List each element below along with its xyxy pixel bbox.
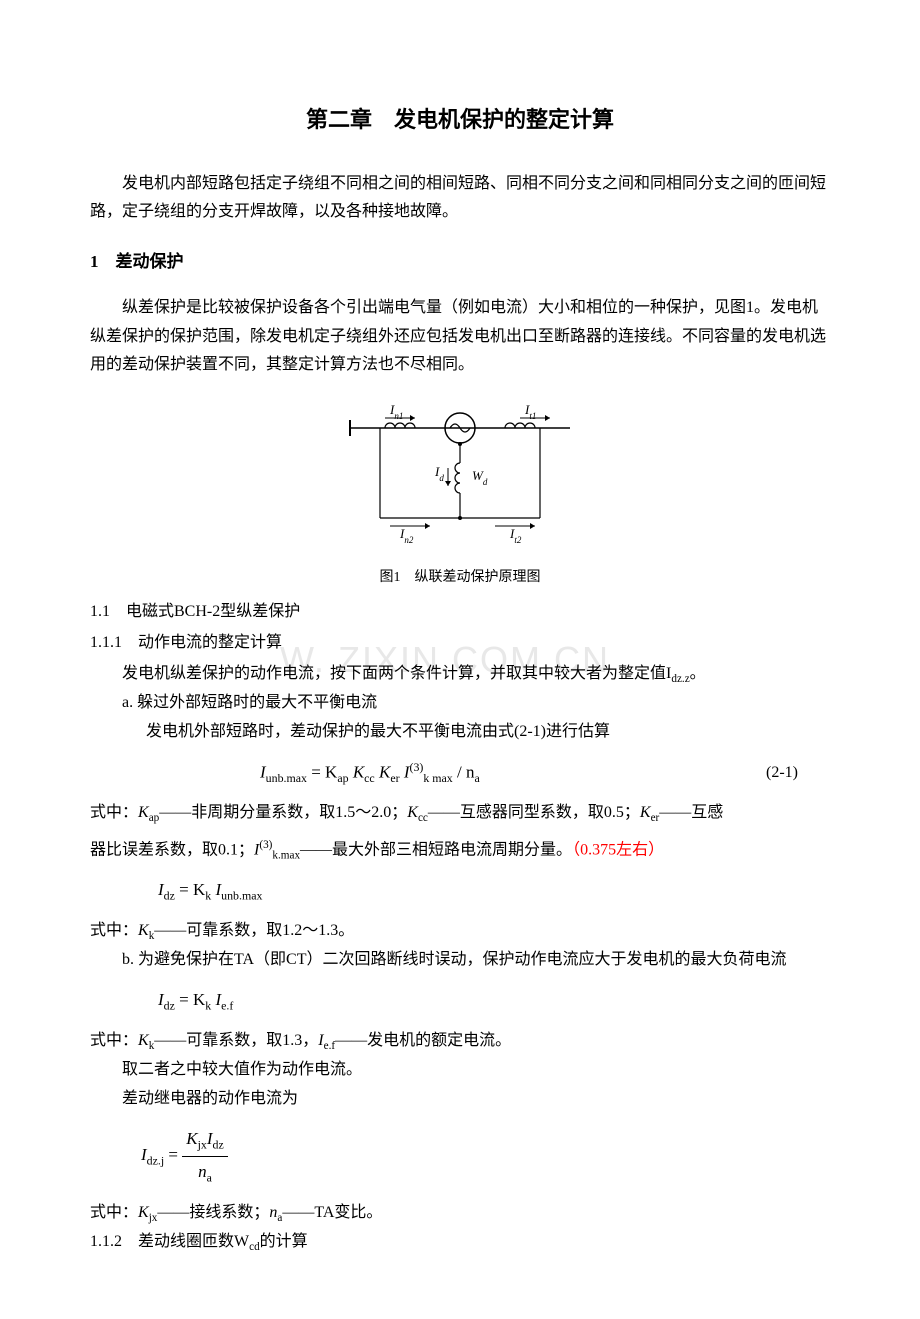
after-b-line2: 差动继电器的动作电流为 (90, 1085, 830, 1114)
figure-1-caption: 图1 纵联差动保护原理图 (90, 565, 830, 590)
subsection-1-1: 1.1 电磁式BCH-2型纵差保护 (90, 598, 830, 627)
after-b-line1: 取二者之中较大值作为动作电流。 (90, 1056, 830, 1085)
chapter-title: 第二章 发电机保护的整定计算 (90, 100, 830, 140)
section-1-title: 1 差动保护 (90, 247, 830, 278)
svg-text:Id: Id (434, 464, 444, 483)
formula-2-1-number: (2-1) (766, 759, 830, 788)
formula-idzj: Idz.j = KjxIdzna (90, 1124, 830, 1189)
subsection-1-1-2: 1.1.2 差动线圈匝数Wcd的计算 (90, 1228, 830, 1257)
formula-idz-2-desc: 式中：Kk——可靠系数，取1.3，Ie.f——发电机的额定电流。 (90, 1027, 830, 1056)
svg-text:Wd: Wd (472, 468, 488, 487)
figure-1-svg: In1 It1 Id Wd In2 It2 (330, 398, 590, 548)
formula-2-1-desc-line2: 器比误差系数，取0.1；I(3)k.max——最大外部三相短路电流周期分量。（0… (90, 835, 830, 866)
s111-item-b: b. 为避免保护在TA（即CT）二次回路断线时误动，保护动作电流应大于发电机的最… (90, 946, 830, 975)
formula-idzj-desc: 式中：Kjx——接线系数；na——TA变比。 (90, 1199, 830, 1228)
formula-idz-1-desc: 式中：Kk——可靠系数，取1.2～1.3。 (90, 917, 830, 946)
section-1-p1: 纵差保护是比较被保护设备各个引出端电气量（例如电流）大小和相位的一种保护，见图1… (90, 294, 830, 380)
figure-1: In1 It1 Id Wd In2 It2 (90, 398, 830, 559)
s111-item-a: a. 躲过外部短路时的最大不平衡电流 (90, 689, 830, 718)
formula-2-1-row: Iunb.max = Kap Kcc Ker I(3)k max / na (2… (90, 757, 830, 789)
formula-2-1-desc-line1: 式中：Kap——非周期分量系数，取1.5～2.0；Kcc——互感器同型系数，取0… (90, 799, 830, 828)
s111-intro: 发电机纵差保护的动作电流，按下面两个条件计算，并取其中较大者为整定值Idz.z。 (90, 660, 830, 689)
formula-idz-2: Idz = Kk Ie.f (90, 985, 830, 1017)
document-content: 第二章 发电机保护的整定计算 发电机内部短路包括定子绕组不同相之间的相间短路、同… (90, 100, 830, 1257)
svg-text:It2: It2 (509, 526, 522, 545)
formula-idz-1: Idz = Kk Iunb.max (90, 875, 830, 907)
svg-text:In2: In2 (399, 526, 414, 545)
formula-2-1: Iunb.max = Kap Kcc Ker I(3)k max / na (90, 757, 766, 789)
s111-item-a-text: 发电机外部短路时，差动保护的最大不平衡电流由式(2-1)进行估算 (90, 718, 830, 747)
intro-paragraph: 发电机内部短路包括定子绕组不同相之间的相间短路、同相不同分支之间和同相同分支之间… (90, 170, 830, 228)
subsection-1-1-1: 1.1.1 动作电流的整定计算 (90, 629, 830, 658)
